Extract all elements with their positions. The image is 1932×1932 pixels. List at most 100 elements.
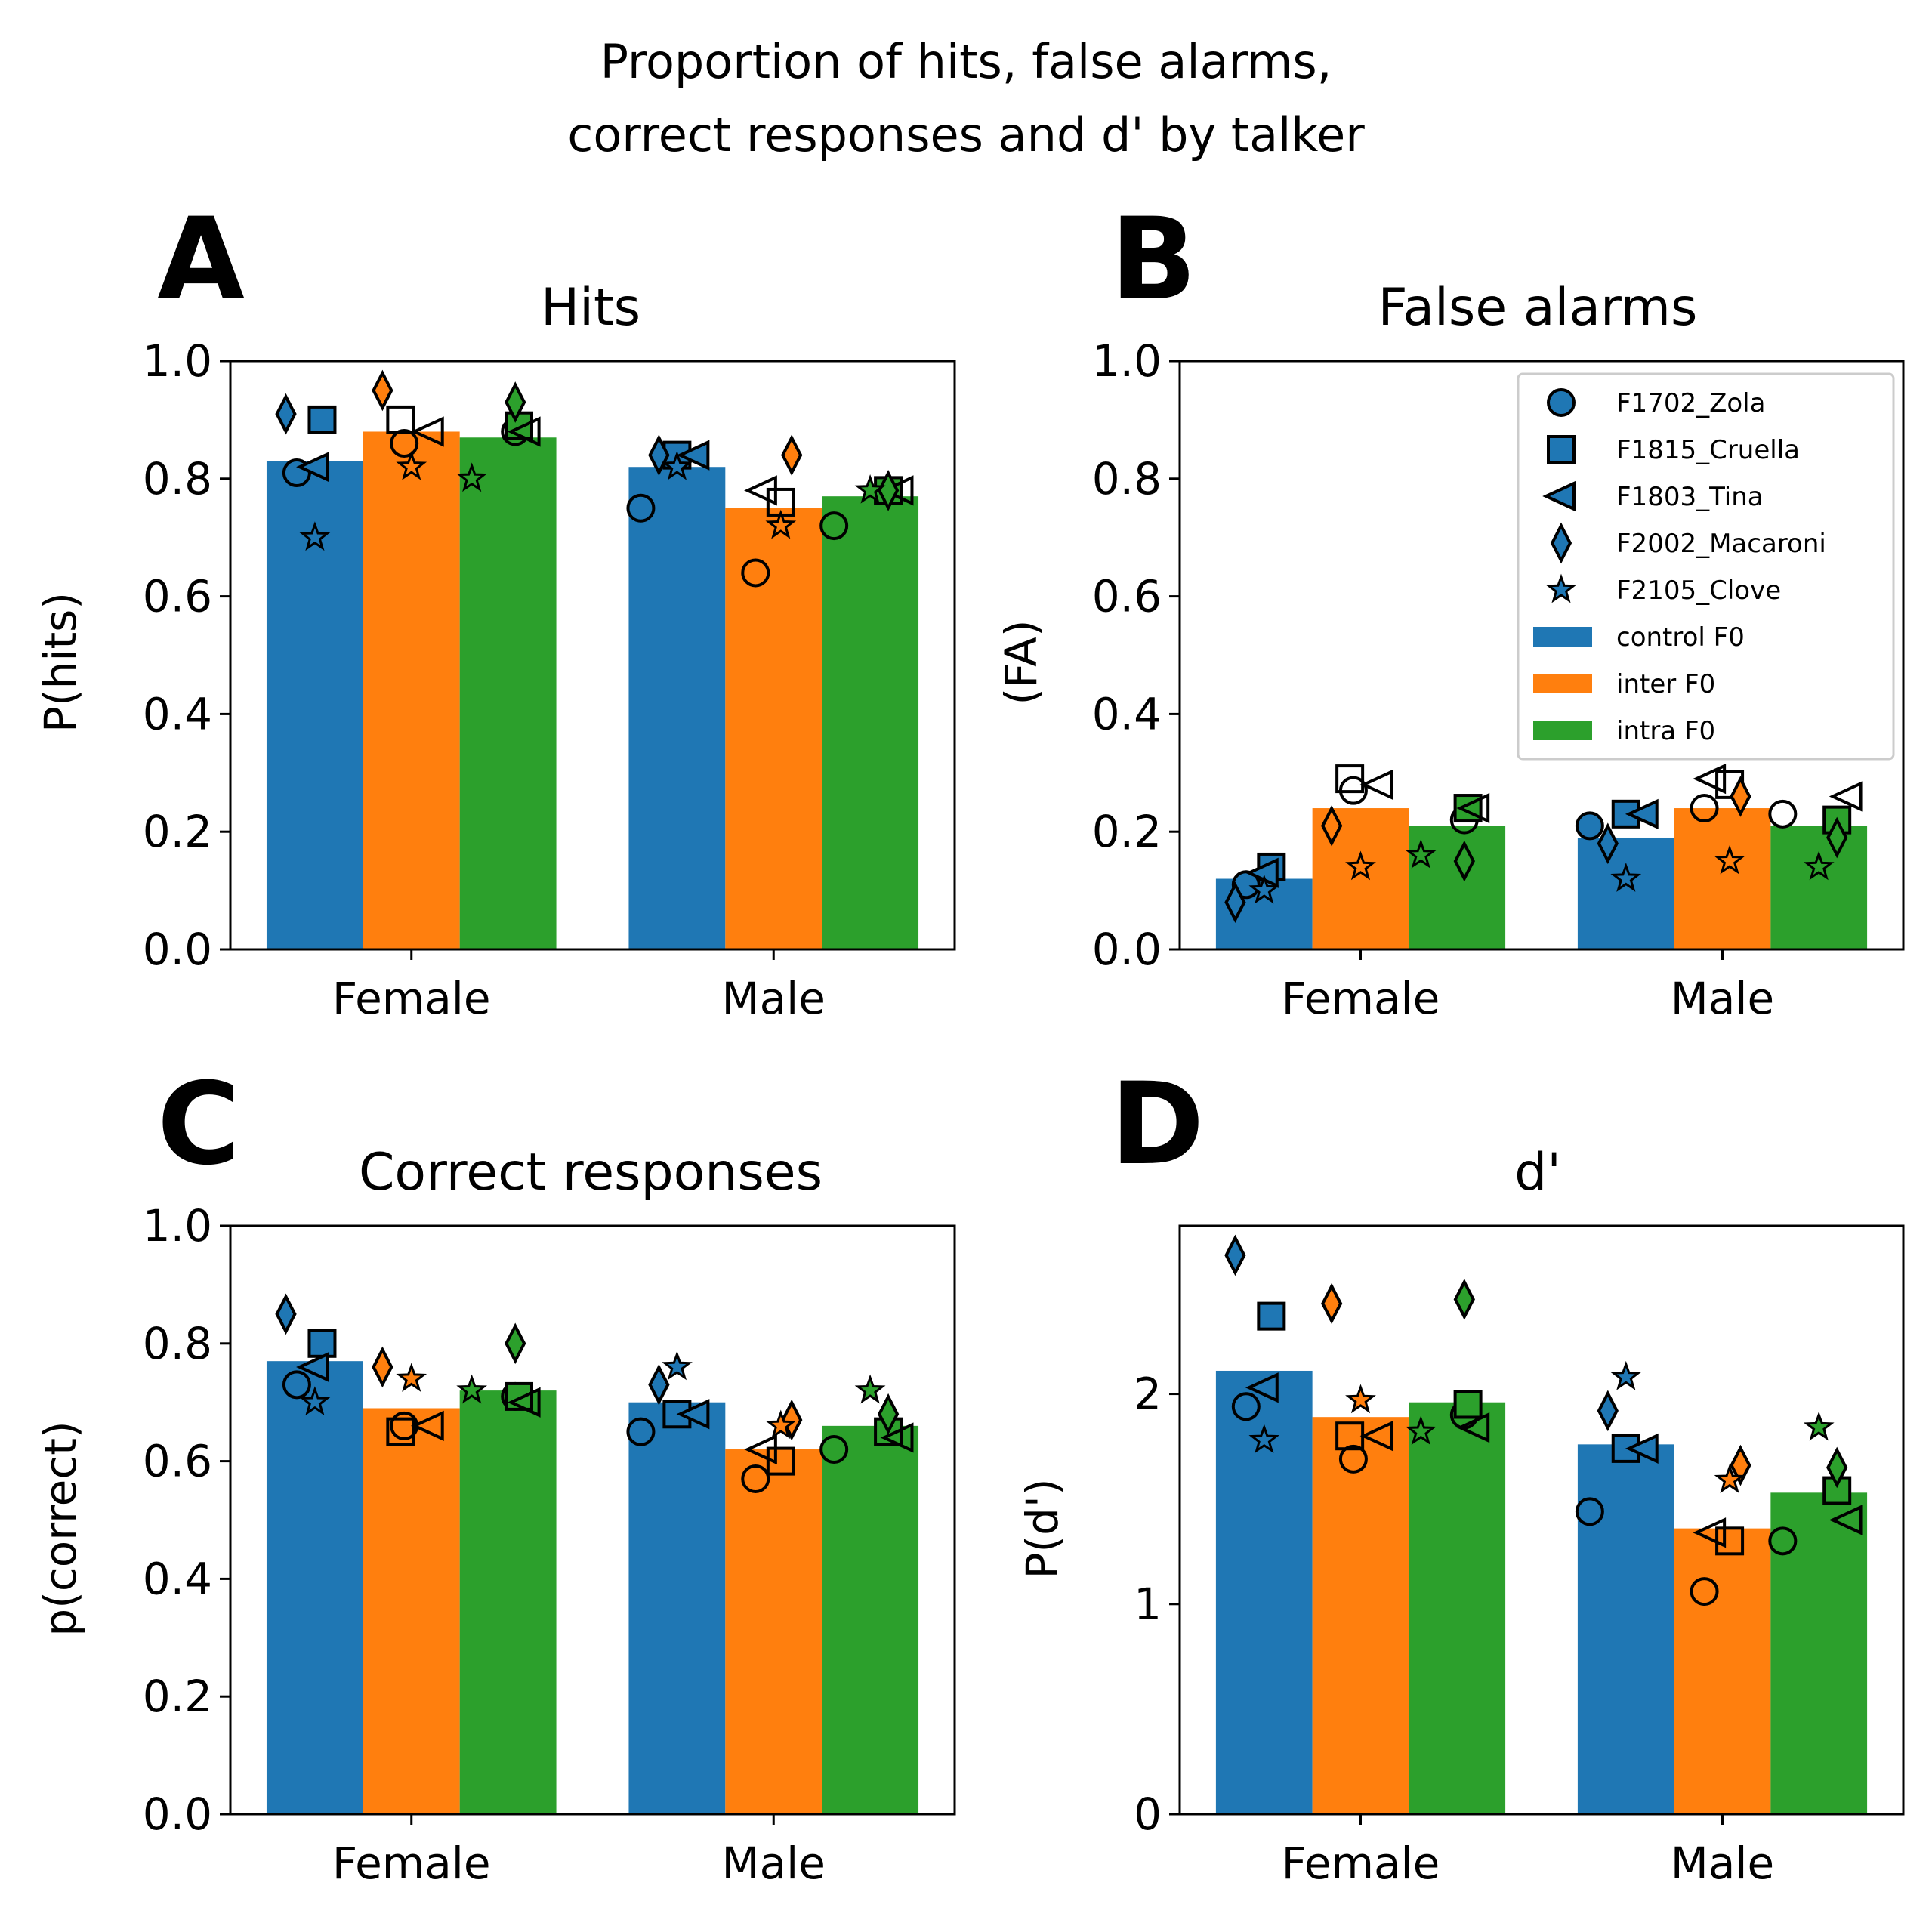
bar-a-inter-f0-female (363, 431, 460, 949)
bar-d-intra-f0-female (1409, 1402, 1506, 1814)
panel-b-ylabel: (FA) (995, 620, 1047, 705)
marker-c-f2002_macaroni-intra-f0-male (877, 1393, 900, 1435)
marker-b-f1702_zola-control-f0-male (1575, 811, 1604, 841)
legend-label: intra F0 (1616, 716, 1715, 746)
bar-a-intra-f0-male (822, 496, 919, 949)
marker-c-f1702_zola-control-f0-male (626, 1417, 656, 1446)
legend-marker-f1702_zola (1547, 388, 1576, 417)
ytick-label-a: 0.8 (143, 453, 212, 505)
marker-b-f2002_macaroni-control-f0-male (1597, 822, 1619, 865)
marker-d-f2002_macaroni-intra-f0-female (1453, 1279, 1475, 1320)
marker-a-f2105_clove-control-f0-female (299, 521, 331, 551)
marker-b-f1803_tina-inter-f0-female (1359, 769, 1393, 800)
legend-marker-f2105_clove (1545, 573, 1577, 603)
marker-c-f1803_tina-control-f0-male (676, 1399, 710, 1430)
bar-c-control-f0-male (628, 1402, 726, 1814)
axes-frame-b (1178, 360, 1905, 951)
marker-a-f2002_macaroni-inter-f0-male (781, 434, 803, 476)
marker-a-f1803_tina-inter-f0-female (410, 416, 444, 447)
legend-label: F1803_Tina (1616, 482, 1764, 512)
legend-marker-f1815_cruella (1547, 435, 1576, 464)
marker-b-f1803_tina-control-f0-male (1625, 798, 1659, 829)
legend-label: F2105_Clove (1616, 576, 1781, 606)
legend-marker-f2002_macaroni (1550, 522, 1572, 564)
ytick-label-b: 1.0 (1092, 335, 1162, 387)
xtick-label-b: Female (1282, 973, 1440, 1024)
marker-b-f1702_zola-inter-f0-male (1690, 794, 1719, 823)
marker-c-f1815_cruella-inter-f0-male (766, 1446, 795, 1476)
ytick-label-a: 0.4 (143, 688, 212, 739)
ytick-label-b: 0.4 (1092, 688, 1162, 739)
marker-c-f2105_clove-control-f0-male (662, 1350, 693, 1381)
marker-b-f2002_macaroni-intra-f0-male (1826, 816, 1848, 859)
marker-d-f2105_clove-inter-f0-female (1345, 1384, 1376, 1414)
marker-a-f2105_clove-intra-f0-male (854, 474, 886, 504)
bar-b-intra-f0-female (1409, 826, 1506, 949)
bar-d-inter-f0-female (1312, 1417, 1409, 1814)
marker-d-f2105_clove-intra-f0-female (1406, 1415, 1437, 1445)
figure-title-line1: Proportion of hits, false alarms, (600, 34, 1332, 89)
marker-d-f1815_cruella-intra-f0-female (1453, 1390, 1483, 1419)
marker-c-f2105_clove-inter-f0-female (396, 1363, 427, 1392)
marker-a-f1702_zola-control-f0-male (626, 493, 656, 523)
bar-c-intra-f0-female (459, 1390, 557, 1814)
marker-c-f2105_clove-intra-f0-female (456, 1374, 487, 1404)
marker-d-f2002_macaroni-control-f0-female (1224, 1234, 1246, 1276)
marker-a-f1803_tina-control-f0-female (296, 452, 329, 483)
marker-c-f2105_clove-control-f0-female (299, 1386, 331, 1416)
panel-b-title: False alarms (1378, 278, 1698, 338)
panel-letter-a: A (157, 194, 245, 326)
marker-c-f2105_clove-intra-f0-male (854, 1374, 886, 1404)
marker-d-f2002_macaroni-inter-f0-female (1321, 1282, 1343, 1325)
legend-label: F1815_Cruella (1616, 435, 1800, 465)
ytick-label-c: 0.8 (143, 1318, 212, 1369)
bar-b-inter-f0-male (1674, 808, 1771, 949)
legend-label: control F0 (1616, 622, 1745, 653)
marker-a-f2002_macaroni-control-f0-male (648, 434, 670, 476)
marker-a-f2105_clove-inter-f0-male (765, 509, 797, 539)
marker-c-f1815_cruella-inter-f0-female (386, 1417, 415, 1446)
marker-b-f2105_clove-control-f0-male (1610, 863, 1642, 892)
marker-c-f2002_macaroni-inter-f0-male (781, 1399, 803, 1441)
xtick-label-c: Male (722, 1838, 826, 1889)
bar-c-control-f0-female (266, 1361, 363, 1814)
marker-c-f2105_clove-inter-f0-male (765, 1409, 797, 1440)
marker-b-f2105_clove-control-f0-female (1248, 874, 1280, 904)
ytick-label-b: 0.0 (1092, 924, 1162, 975)
marker-c-f1815_cruella-control-f0-female (307, 1329, 337, 1358)
ytick-label-a: 0.2 (143, 806, 212, 857)
marker-a-f2002_macaroni-intra-f0-male (877, 470, 900, 511)
bar-a-control-f0-male (628, 467, 726, 949)
marker-d-f1803_tina-intra-f0-female (1456, 1412, 1490, 1443)
marker-a-f1815_cruella-inter-f0-female (386, 405, 415, 434)
legend-patch-intra-f0 (1533, 721, 1592, 740)
panel-letter-d: D (1110, 1059, 1205, 1190)
marker-a-f2105_clove-intra-f0-female (456, 462, 487, 492)
bar-c-intra-f0-male (822, 1425, 919, 1814)
legend-patch-inter-f0 (1533, 674, 1592, 693)
bar-a-inter-f0-male (725, 508, 822, 949)
marker-c-f1702_zola-intra-f0-male (819, 1435, 849, 1464)
axes-frame-c (229, 1224, 956, 1816)
marker-b-f2105_clove-inter-f0-male (1714, 844, 1745, 875)
legend-frame (1517, 372, 1895, 761)
panel-a-title: Hits (541, 278, 640, 338)
legend-label: F1702_Zola (1616, 388, 1765, 418)
axes-frame-d (1178, 1224, 1905, 1816)
legend-label: F2002_Macaroni (1616, 529, 1826, 559)
ytick-label-d: 2 (1134, 1369, 1162, 1420)
marker-c-f1803_tina-intra-f0-male (880, 1422, 914, 1453)
marker-d-f2002_macaroni-inter-f0-male (1730, 1444, 1751, 1486)
marker-b-f1803_tina-inter-f0-male (1693, 763, 1727, 795)
marker-c-f1702_zola-control-f0-female (282, 1370, 311, 1400)
marker-d-f1702_zola-control-f0-male (1575, 1497, 1604, 1526)
marker-a-f1803_tina-intra-f0-female (507, 416, 541, 447)
marker-c-f2002_macaroni-control-f0-male (648, 1363, 670, 1406)
ytick-label-d: 0 (1134, 1788, 1162, 1840)
marker-c-f1803_tina-inter-f0-female (410, 1410, 444, 1441)
xtick-label-b: Male (1671, 973, 1774, 1024)
axes-frame-a (229, 360, 956, 951)
xtick-label-a: Female (332, 973, 491, 1024)
marker-d-f2105_clove-control-f0-female (1248, 1424, 1280, 1454)
legend-label: inter F0 (1616, 669, 1715, 699)
